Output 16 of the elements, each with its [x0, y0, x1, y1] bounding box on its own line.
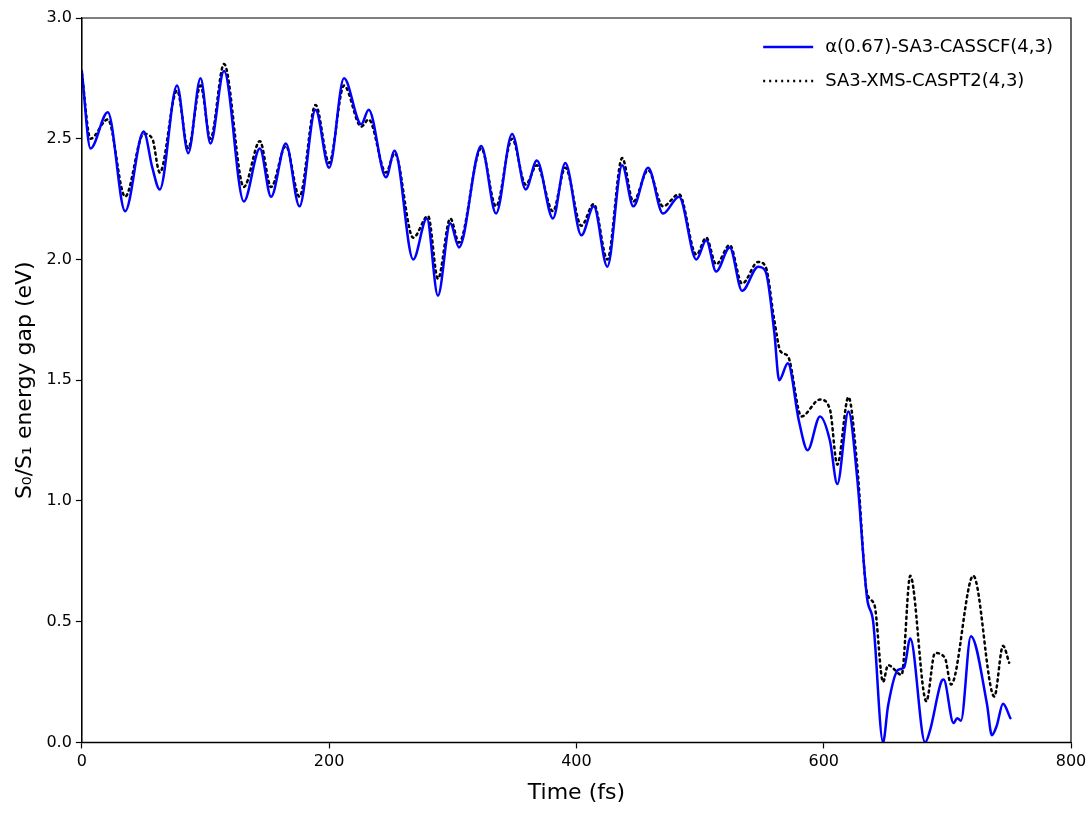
- legend-label: α(0.67)-SA3-CASSCF(4,3): [825, 34, 1054, 56]
- x-tick-label: 0: [76, 751, 87, 771]
- x-axis-title: Time (fs): [526, 778, 626, 804]
- y-tick-label: 1.5: [46, 369, 72, 389]
- y-tick-label: 3.0: [46, 7, 72, 27]
- x-tick-label: 200: [313, 751, 345, 771]
- legend-label: SA3-XMS-CASPT2(4,3): [825, 68, 1025, 90]
- y-tick-label: 2.0: [46, 248, 72, 268]
- y-axis-title: S₀/S₁ energy gap (eV): [10, 261, 36, 500]
- x-tick-label: 600: [808, 751, 839, 771]
- y-tick-label: 2.5: [46, 127, 72, 147]
- x-tick-label: 800: [1055, 751, 1087, 771]
- y-tick-label: 0.0: [46, 731, 72, 751]
- y-tick-label: 1.0: [46, 490, 72, 510]
- y-tick-label: 0.5: [46, 610, 72, 630]
- x-tick-label: 400: [561, 751, 592, 771]
